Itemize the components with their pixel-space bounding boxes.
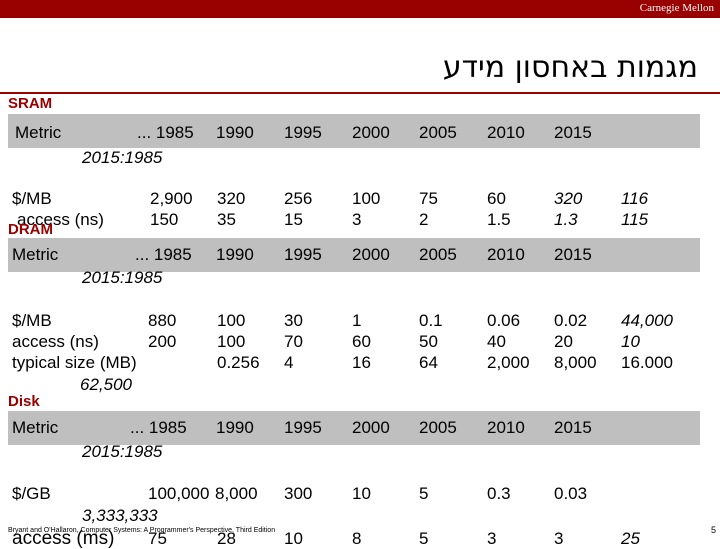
disk-ratio-header: 2015:1985 (82, 442, 163, 461)
disk-cell: 0.03 (554, 484, 588, 503)
dram-year: 2010 (487, 245, 525, 264)
dram-row-label: typical size (MB) (12, 353, 137, 372)
disk-year: 2005 (419, 418, 457, 437)
dram-header-band (8, 238, 700, 272)
sram-year: 1995 (284, 123, 322, 142)
dram-ratio-cell: 10 (621, 332, 640, 351)
sram-ratio-header: 2015:1985 (82, 148, 163, 167)
disk-cell: 100,000 (148, 484, 210, 503)
dram-cell: 0.02 (554, 311, 588, 330)
disk-ratio-cell: 25 (621, 529, 640, 548)
sram-cell: 35 (217, 210, 236, 229)
dram-year: 1990 (216, 245, 254, 264)
dram-metric-label: Metric (12, 245, 59, 264)
dram-cell: 60 (352, 332, 371, 351)
disk-cell: 10 (352, 484, 371, 503)
sram-cell: 100 (352, 189, 381, 208)
dram-cell: 64 (419, 353, 438, 372)
dram-cell: 1 (352, 311, 362, 330)
disk-year: 1990 (216, 418, 254, 437)
dram-ratio-cell: 62,500 (80, 375, 132, 394)
dram-cell: 100 (217, 311, 246, 330)
disk-cell: 5 (419, 484, 429, 503)
disk-cell: 5 (419, 529, 429, 548)
sram-cell: 60 (487, 189, 506, 208)
sram-cell: 320 (554, 189, 583, 208)
disk-cell: 8 (352, 529, 362, 548)
dram-cell: 70 (284, 332, 303, 351)
disk-cell: 10 (284, 529, 303, 548)
dram-cell: 20 (554, 332, 573, 351)
dram-cell: 880 (148, 311, 177, 330)
disk-metric-label: Metric (12, 418, 59, 437)
disk-year: 2015 (554, 418, 592, 437)
top-bar: Carnegie Mellon (0, 0, 720, 18)
sram-cell: 150 (150, 210, 179, 229)
disk-cell: 300 (284, 484, 313, 503)
dram-cell: 40 (487, 332, 506, 351)
footer-citation: Bryant and O'Hallaron, Computer Systems:… (8, 527, 276, 534)
dram-cell: 0.256 (217, 353, 260, 372)
sram-header-band (8, 114, 700, 148)
dram-row-label: $/MB (12, 311, 52, 330)
sram-cell: 15 (284, 210, 303, 229)
sram-cell: 2,900 (150, 189, 193, 208)
section-label-dram: DRAM (8, 221, 53, 238)
disk-year: 1995 (284, 418, 322, 437)
sram-cell: 256 (284, 189, 313, 208)
section-label-disk: Disk (8, 393, 40, 410)
sram-cell: 320 (217, 189, 246, 208)
disk-year: ... 1985 (130, 418, 187, 437)
section-label-sram: SRAM (8, 95, 53, 112)
title-divider (0, 92, 720, 94)
dram-cell: 4 (284, 353, 294, 372)
dram-cell: 16 (352, 353, 371, 372)
dram-ratio-cell: 44,000 (621, 311, 673, 330)
disk-cell: 8,000 (215, 484, 258, 503)
sram-year: 2010 (487, 123, 525, 142)
disk-ratio-cell: 3,333,333 (82, 506, 158, 525)
disk-row-label: $/GB (12, 484, 51, 503)
disk-year: 2000 (352, 418, 390, 437)
disk-year: 2010 (487, 418, 525, 437)
sram-metric-label: Metric (15, 123, 62, 142)
brand-label: Carnegie Mellon (639, 2, 714, 14)
sram-ratio-cell: 115 (621, 210, 649, 229)
dram-cell: 0.1 (419, 311, 443, 330)
sram-cell: 2 (419, 210, 429, 229)
disk-cell: 3 (487, 529, 497, 548)
dram-ratio-cell: 16.000 (621, 353, 673, 372)
sram-cell: 3 (352, 210, 362, 229)
dram-year: 2005 (419, 245, 457, 264)
dram-cell: 100 (217, 332, 246, 351)
dram-year: 2000 (352, 245, 390, 264)
dram-year: 1995 (284, 245, 322, 264)
sram-year: 2005 (419, 123, 457, 142)
page-number: 5 (710, 525, 716, 535)
dram-cell: 50 (419, 332, 438, 351)
sram-cell: 1.5 (487, 210, 511, 229)
sram-year: 2015 (554, 123, 592, 142)
sram-cell: 1.3 (554, 210, 578, 229)
disk-cell: 3 (554, 529, 564, 548)
sram-ratio-cell: 116 (621, 189, 649, 208)
dram-ratio-header: 2015:1985 (82, 268, 163, 287)
sram-row-label: $/MB (12, 189, 52, 208)
dram-cell: 200 (148, 332, 177, 351)
dram-year: 2015 (554, 245, 592, 264)
sram-year: 1990 (216, 123, 254, 142)
sram-row-label: access (ns) (17, 210, 104, 229)
sram-year: ... 1985 (137, 123, 194, 142)
disk-cell: 0.3 (487, 484, 511, 503)
disk-header-band (8, 411, 700, 445)
sram-year: 2000 (352, 123, 390, 142)
dram-cell: 8,000 (554, 353, 597, 372)
dram-cell: 2,000 (487, 353, 530, 372)
dram-row-label: access (ns) (12, 332, 99, 351)
slide-title: מגמות באחסון מידע (442, 50, 698, 85)
dram-cell: 0.06 (487, 311, 521, 330)
dram-year: ... 1985 (135, 245, 192, 264)
dram-cell: 30 (284, 311, 303, 330)
sram-cell: 75 (419, 189, 438, 208)
